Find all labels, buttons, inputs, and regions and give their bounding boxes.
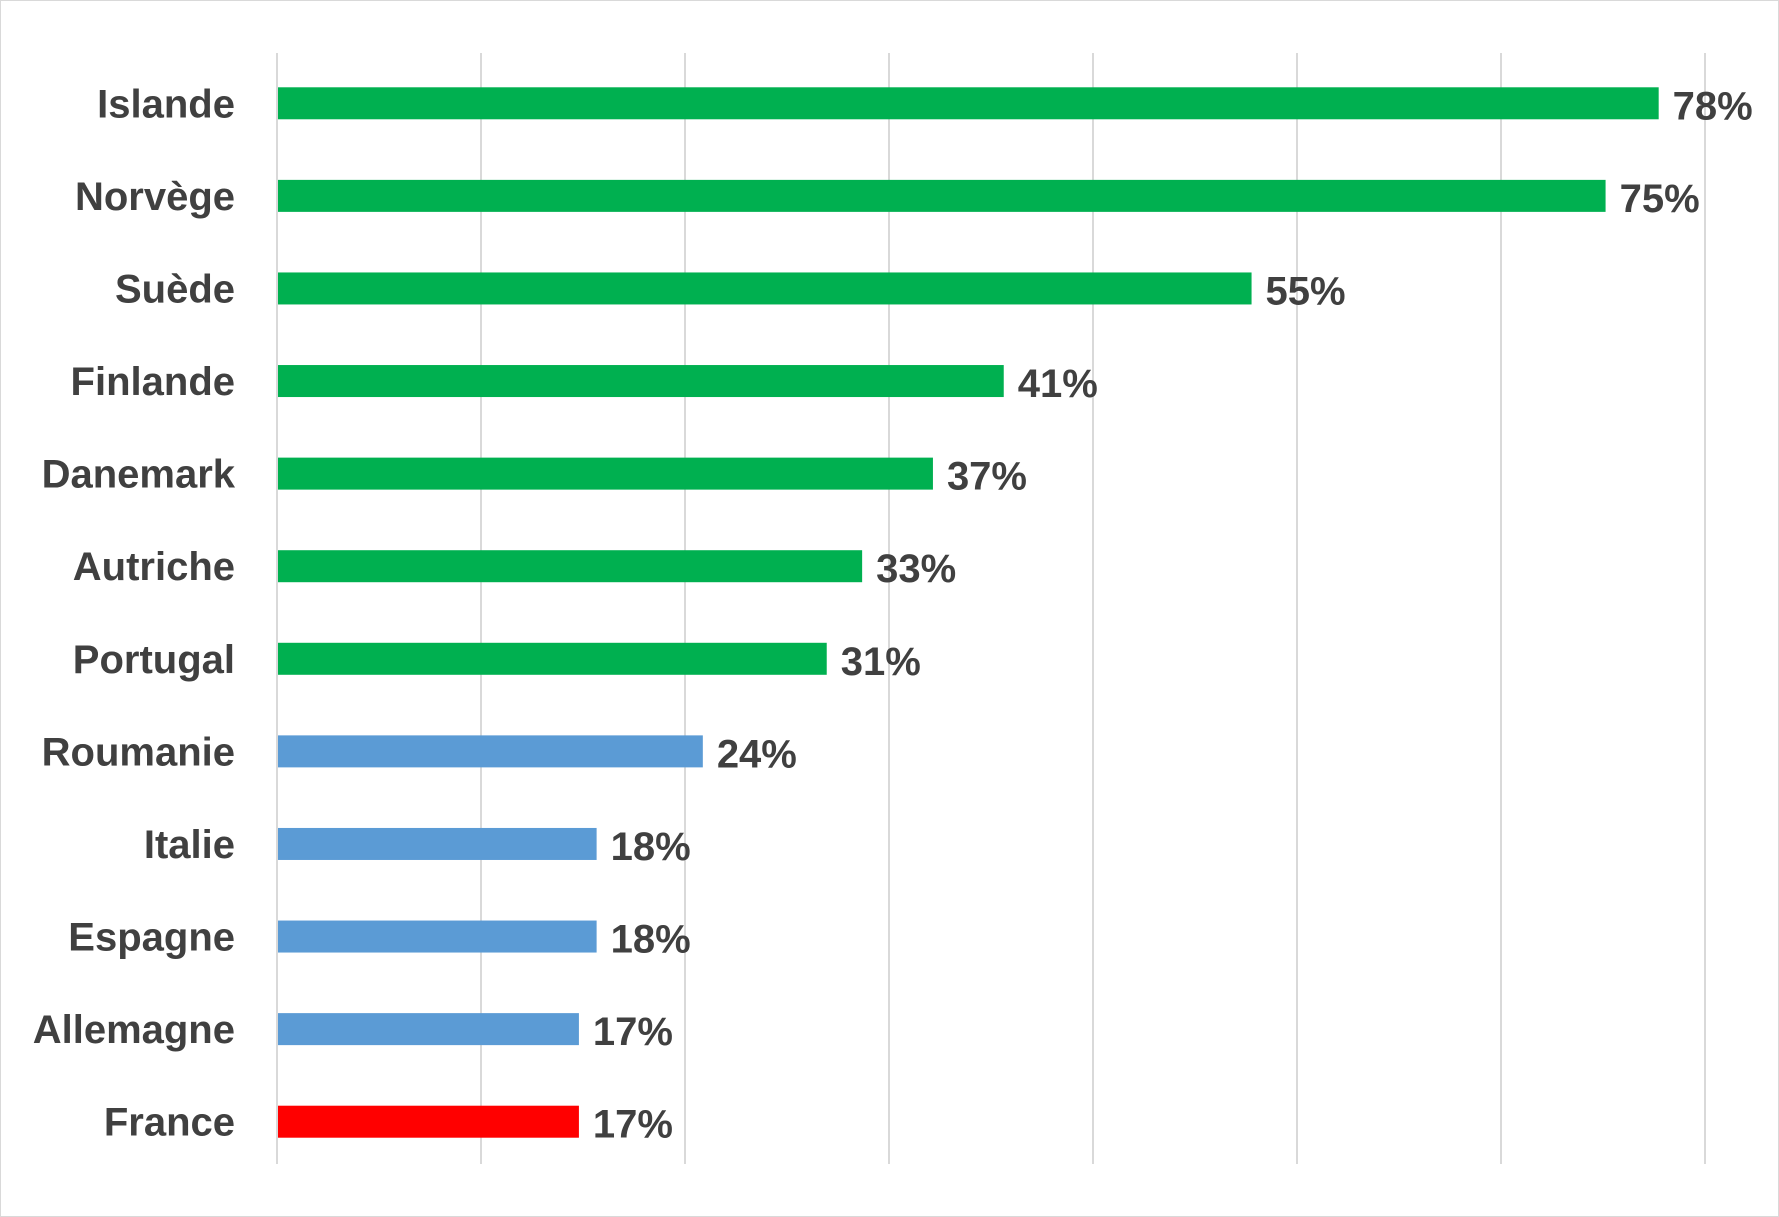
value-label-espagne: 18% bbox=[611, 918, 691, 962]
bar-autriche bbox=[278, 550, 863, 583]
bar-finlande bbox=[278, 365, 1004, 398]
value-label-italie: 18% bbox=[611, 825, 691, 869]
category-label-italie: Italie bbox=[144, 823, 235, 867]
category-label-norvège: Norvège bbox=[75, 175, 235, 219]
value-label-islande: 78% bbox=[1673, 84, 1753, 128]
bar-norvège bbox=[278, 179, 1606, 212]
value-label-finlande: 41% bbox=[1018, 362, 1098, 406]
value-labels: 78% 75% 55% 41% 37% 33% 31% 24% 18% 18% 17% 17% bbox=[593, 84, 1753, 1146]
value-label-suède: 55% bbox=[1266, 269, 1346, 313]
category-label-roumanie: Roumanie bbox=[42, 730, 235, 774]
category-label-allemagne: Allemagne bbox=[33, 1008, 235, 1052]
bar-portugal bbox=[278, 642, 827, 675]
gridlines bbox=[276, 53, 1706, 1164]
bar-islande bbox=[278, 87, 1659, 120]
category-label-islande: Islande bbox=[97, 82, 235, 126]
value-label-france: 17% bbox=[593, 1103, 673, 1147]
bar-allemagne bbox=[278, 1013, 579, 1046]
value-label-danemark: 37% bbox=[947, 455, 1027, 499]
category-label-danemark: Danemark bbox=[42, 453, 236, 497]
bar-france bbox=[278, 1105, 579, 1138]
bars bbox=[278, 87, 1659, 1138]
bar-suède bbox=[278, 272, 1252, 305]
category-label-espagne: Espagne bbox=[68, 916, 235, 960]
value-label-portugal: 31% bbox=[841, 640, 921, 684]
category-labels: Islande Norvège Suède Finlande Danemark Autri… bbox=[33, 82, 236, 1144]
value-label-allemagne: 17% bbox=[593, 1010, 673, 1054]
value-label-norvège: 75% bbox=[1620, 177, 1700, 221]
bar-danemark bbox=[278, 457, 933, 490]
bar-roumanie bbox=[278, 735, 703, 768]
category-label-france: France bbox=[104, 1101, 235, 1145]
category-label-portugal: Portugal bbox=[73, 638, 235, 682]
category-label-finlande: Finlande bbox=[71, 360, 235, 404]
value-label-autriche: 33% bbox=[876, 547, 956, 591]
category-label-suède: Suède bbox=[115, 267, 235, 311]
bar-espagne bbox=[278, 920, 597, 953]
category-label-autriche: Autriche bbox=[73, 545, 235, 589]
bar-italie bbox=[278, 827, 597, 860]
value-label-roumanie: 24% bbox=[717, 732, 797, 776]
